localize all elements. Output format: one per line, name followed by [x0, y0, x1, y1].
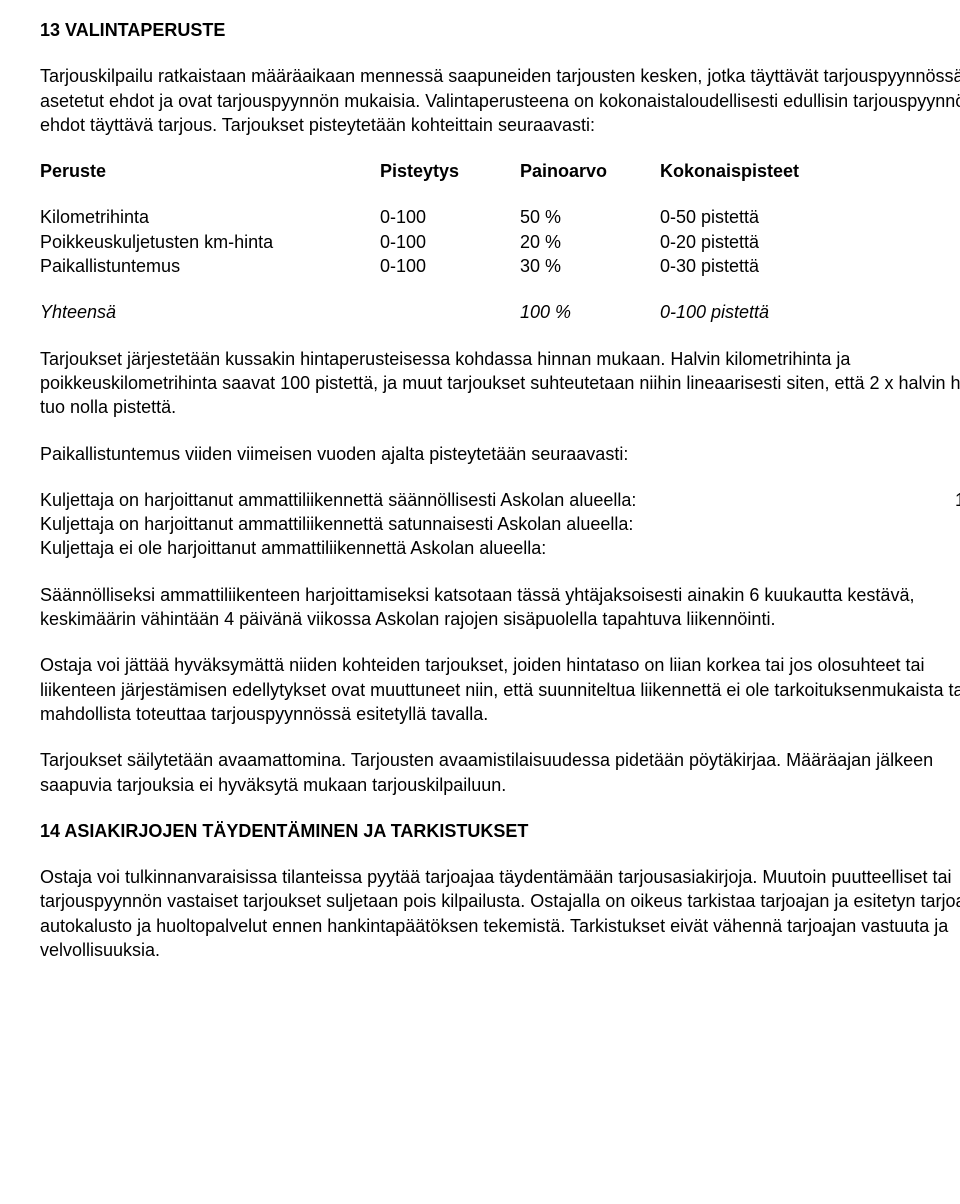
cell-peruste: Poikkeuskuljetusten km-hinta — [40, 230, 380, 254]
cell-total-label: Yhteensä — [40, 300, 380, 324]
line-row: Kuljettaja on harjoittanut ammattiliiken… — [40, 512, 960, 536]
section-14-heading: 14 ASIAKIRJOJEN TÄYDENTÄMINEN JA TARKIST… — [40, 819, 960, 843]
cell-kokonais: 0-30 pistettä — [660, 254, 960, 278]
total-kokonais-text: 0-100 pistettä — [660, 302, 769, 322]
scoring-table: Peruste Pisteytys Painoarvo Kokonaispist… — [40, 159, 960, 324]
cell-painoarvo: 20 % — [520, 230, 660, 254]
table-header-row: Peruste Pisteytys Painoarvo Kokonaispist… — [40, 159, 960, 183]
cell-peruste: Paikallistuntemus — [40, 254, 380, 278]
cell-painoarvo: 50 % — [520, 205, 660, 229]
section-13-p5: Ostaja voi jättää hyväksymättä niiden ko… — [40, 653, 960, 726]
total-label-text: Yhteensä — [40, 302, 116, 322]
cell-pisteytys: 0-100 — [380, 205, 520, 229]
cell-painoarvo: 30 % — [520, 254, 660, 278]
table-row: Kilometrihinta 0-100 50 % 0-50 pistettä — [40, 205, 960, 229]
section-13-p6: Tarjoukset säilytetään avaamattomina. Ta… — [40, 748, 960, 797]
line-label: Kuljettaja on harjoittanut ammattiliiken… — [40, 512, 930, 536]
total-painoarvo-text: 100 % — [520, 302, 571, 322]
th-pisteytys: Pisteytys — [380, 159, 520, 183]
table-row: Paikallistuntemus 0-100 30 % 0-30 pistet… — [40, 254, 960, 278]
cell-pisteytys: 0-100 — [380, 254, 520, 278]
cell-peruste: Kilometrihinta — [40, 205, 380, 229]
section-13-p3: Paikallistuntemus viiden viimeisen vuode… — [40, 442, 960, 466]
section-13-p2: Tarjoukset järjestetään kussakin hintape… — [40, 347, 960, 420]
line-label: Kuljettaja on harjoittanut ammattiliiken… — [40, 488, 930, 512]
table-row: Poikkeuskuljetusten km-hinta 0-100 20 % … — [40, 230, 960, 254]
cell-kokonais: 0-20 pistettä — [660, 230, 960, 254]
cell-kokonais: 0-50 pistettä — [660, 205, 960, 229]
line-label: Kuljettaja ei ole harjoittanut ammattili… — [40, 536, 930, 560]
line-row: Kuljettaja on harjoittanut ammattiliiken… — [40, 488, 960, 512]
section-14-p1: Ostaja voi tulkinnanvaraisissa tilanteis… — [40, 865, 960, 962]
cell-total-painoarvo: 100 % — [520, 300, 660, 324]
section-13-p4: Säännölliseksi ammattiliikenteen harjoit… — [40, 583, 960, 632]
cell-total-empty — [380, 300, 520, 324]
line-value: 100 p — [930, 488, 960, 512]
th-peruste: Peruste — [40, 159, 380, 183]
cell-total-kokonais: 0-100 pistettä — [660, 300, 960, 324]
table-total-row: Yhteensä 100 % 0-100 pistettä — [40, 300, 960, 324]
cell-pisteytys: 0-100 — [380, 230, 520, 254]
paikallistuntemus-lines: Kuljettaja on harjoittanut ammattiliiken… — [40, 488, 960, 561]
section-13-p1: Tarjouskilpailu ratkaistaan määräaikaan … — [40, 64, 960, 137]
th-painoarvo: Painoarvo — [520, 159, 660, 183]
section-13-heading: 13 VALINTAPERUSTE — [40, 18, 960, 42]
line-value: 50 p — [930, 512, 960, 536]
line-row: Kuljettaja ei ole harjoittanut ammattili… — [40, 536, 960, 560]
th-kokonaispisteet: Kokonaispisteet — [660, 159, 960, 183]
line-value: 0 p — [930, 536, 960, 560]
